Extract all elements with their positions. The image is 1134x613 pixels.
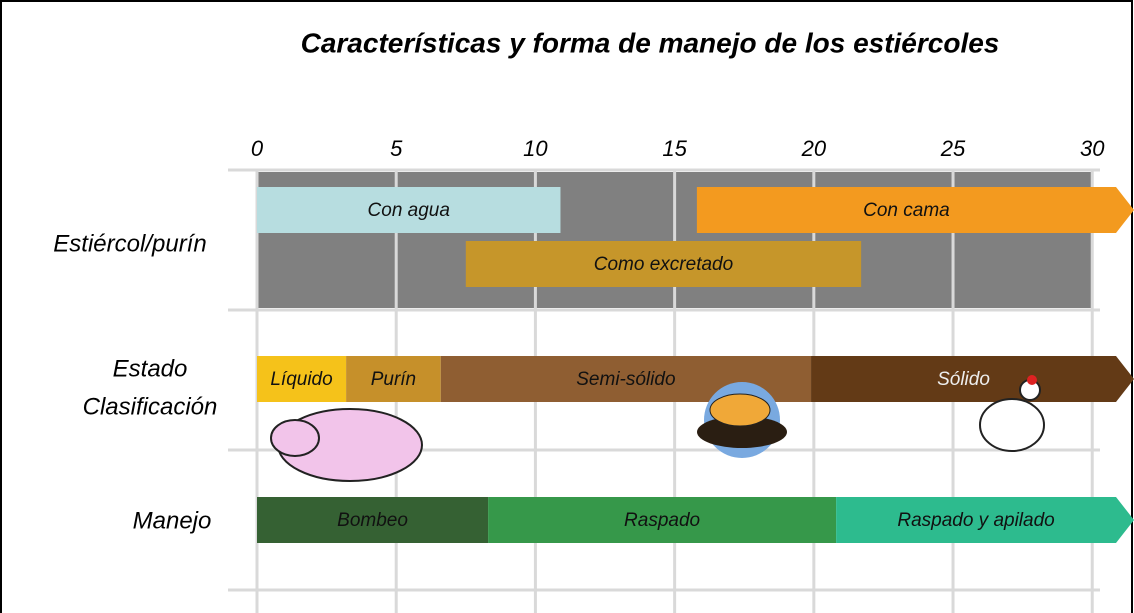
bar-label: Líquido xyxy=(270,369,332,390)
bar-label: Semi-sólido xyxy=(576,369,675,390)
range-bar xyxy=(257,187,561,233)
bar-label: Purín xyxy=(371,369,416,390)
range-bar xyxy=(811,356,1134,402)
bar-label: Sólido xyxy=(937,369,990,390)
bar-label: Como excretado xyxy=(594,254,733,275)
x-tick-label: 30 xyxy=(1080,136,1105,161)
range-bar xyxy=(836,497,1134,543)
chicken xyxy=(979,375,1045,452)
hen-nest xyxy=(697,382,787,458)
range-bar xyxy=(488,497,837,543)
x-tick-label: 10 xyxy=(523,136,548,161)
x-tick-label: 5 xyxy=(390,136,403,161)
range-bar xyxy=(257,356,347,402)
x-tick-label: 15 xyxy=(662,136,687,161)
bar-label: Con cama xyxy=(863,200,950,221)
bar-label: Con agua xyxy=(368,200,450,221)
x-tick-label: 20 xyxy=(801,136,827,161)
bar-label: Bombeo xyxy=(337,510,408,531)
range-bar xyxy=(346,356,441,402)
pig xyxy=(270,408,423,482)
range-bar xyxy=(696,187,1134,233)
row-label: Estiércol/purín xyxy=(53,230,206,257)
row-label: Manejo xyxy=(133,507,212,534)
bar-label: Raspado xyxy=(624,510,700,531)
row-label: Estado xyxy=(113,355,188,382)
range-bar xyxy=(257,497,489,543)
row-label: Clasificación xyxy=(83,393,218,420)
range-bar xyxy=(465,241,862,287)
bar-label: Raspado y apilado xyxy=(897,510,1054,531)
x-tick-label: 0 xyxy=(251,136,264,161)
x-tick-label: 25 xyxy=(940,136,966,161)
chart-title: Características y forma de manejo de los… xyxy=(301,27,1000,58)
